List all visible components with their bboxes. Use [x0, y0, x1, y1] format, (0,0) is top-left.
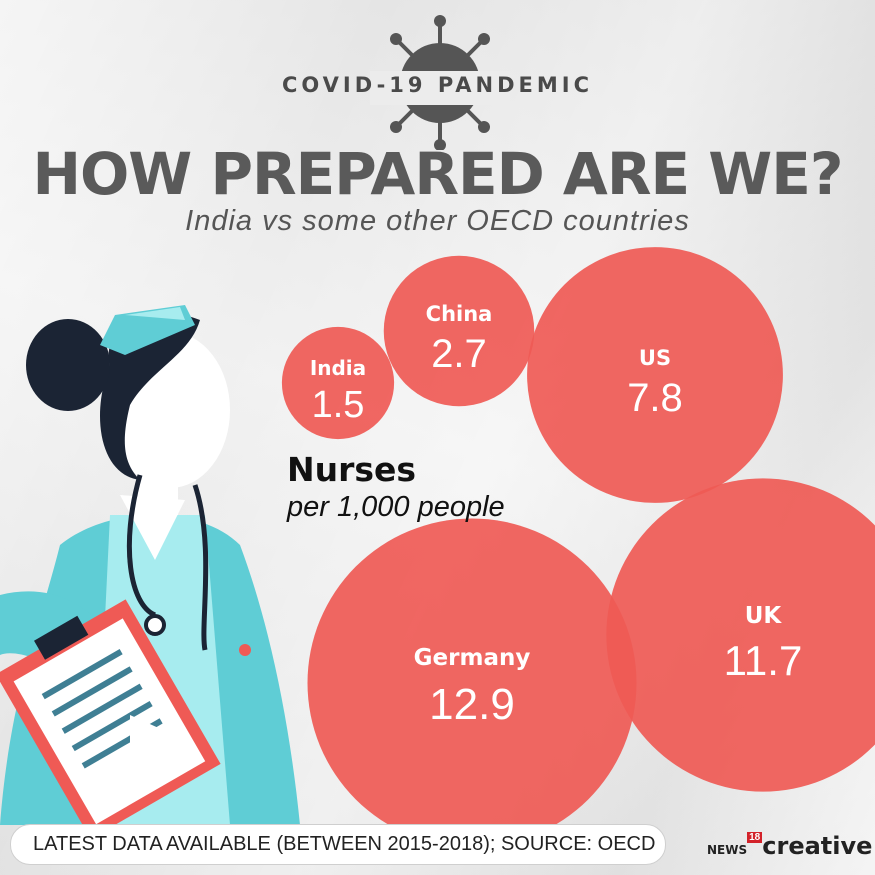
bubble-value-uk: 11.7: [724, 637, 803, 684]
logo-number: 18: [747, 832, 763, 843]
bubble-value-china: 2.7: [431, 332, 487, 376]
bubble-value-germany: 12.9: [429, 680, 515, 729]
brand-logo: NEWS18creative: [707, 832, 872, 860]
kicker-text: COVID-19 PANDEMIC: [281, 73, 594, 97]
bubble-uk: [606, 478, 875, 792]
bubble-india: [281, 326, 395, 440]
bubble-china: [383, 255, 535, 407]
nurse-illustration: [0, 305, 300, 825]
bubble-value-us: 7.8: [627, 376, 683, 420]
metric-title: Nurses: [287, 450, 417, 489]
logo-word: creative: [762, 832, 873, 860]
bubble-us: [527, 247, 783, 503]
bubble-germany: [307, 518, 637, 848]
page-title: HOW PREPARED ARE WE?: [32, 140, 843, 208]
subtitle: India vs some other OECD countries: [185, 205, 690, 237]
bubble-label-china: China: [426, 302, 493, 326]
source-note: LATEST DATA AVAILABLE (BETWEEN 2015-2018…: [33, 833, 656, 855]
bubble-label-germany: Germany: [414, 645, 531, 671]
logo-news: NEWS: [707, 843, 748, 857]
metric-unit: per 1,000 people: [287, 491, 505, 523]
bubble-label-us: US: [639, 346, 671, 370]
metric-label: Nurses per 1,000 people: [287, 450, 505, 524]
bubble-value-india: 1.5: [312, 384, 365, 426]
bubble-label-india: India: [310, 356, 366, 380]
virus-icon: [370, 15, 510, 150]
bubble-label-uk: UK: [745, 603, 783, 629]
source-footer: LATEST DATA AVAILABLE (BETWEEN 2015-2018…: [10, 824, 666, 865]
